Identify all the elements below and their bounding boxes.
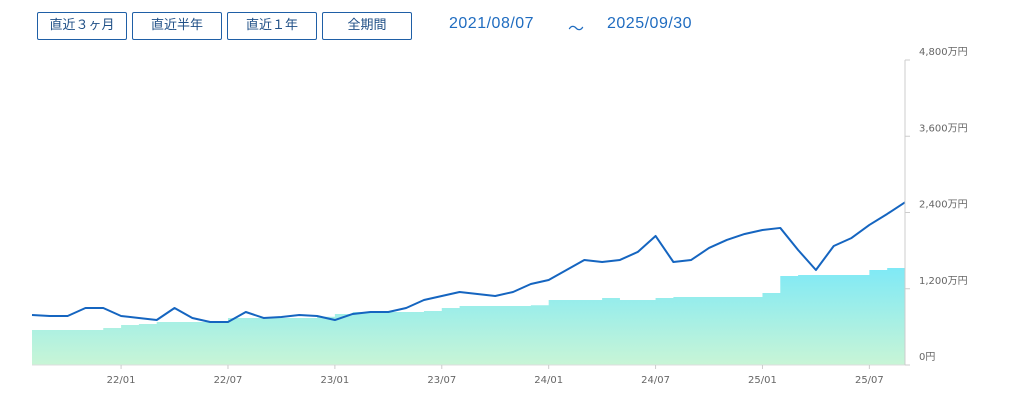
y-tick-label: 3,600万円 bbox=[919, 123, 968, 134]
range-button[interactable]: 直近３ヶ月 bbox=[37, 12, 127, 40]
x-tick-label: 24/07 bbox=[641, 375, 670, 386]
valuation-line bbox=[31, 201, 906, 323]
x-tick-label: 25/01 bbox=[748, 375, 777, 386]
x-tick-label: 22/07 bbox=[214, 375, 243, 386]
x-tick-label: 23/07 bbox=[427, 375, 456, 386]
x-tick-label: 24/01 bbox=[534, 375, 563, 386]
y-tick-label: 1,200万円 bbox=[919, 276, 968, 287]
range-button[interactable]: 直近１年 bbox=[227, 12, 317, 40]
y-tick-label: 4,800万円 bbox=[919, 47, 968, 58]
x-tick-label: 22/01 bbox=[107, 375, 136, 386]
x-tick-label: 25/07 bbox=[855, 375, 884, 386]
y-tick-label: 0円 bbox=[919, 352, 935, 363]
date-separator: ～ bbox=[568, 21, 585, 38]
principal-area bbox=[32, 267, 905, 365]
end-date: 2025/09/30 bbox=[607, 15, 693, 32]
y-tick-label: 2,400万円 bbox=[919, 200, 968, 211]
x-tick-label: 23/01 bbox=[320, 375, 349, 386]
range-button[interactable]: 直近半年 bbox=[132, 12, 222, 40]
range-button[interactable]: 全期間 bbox=[322, 12, 412, 40]
start-date: 2021/08/07 bbox=[449, 15, 535, 32]
